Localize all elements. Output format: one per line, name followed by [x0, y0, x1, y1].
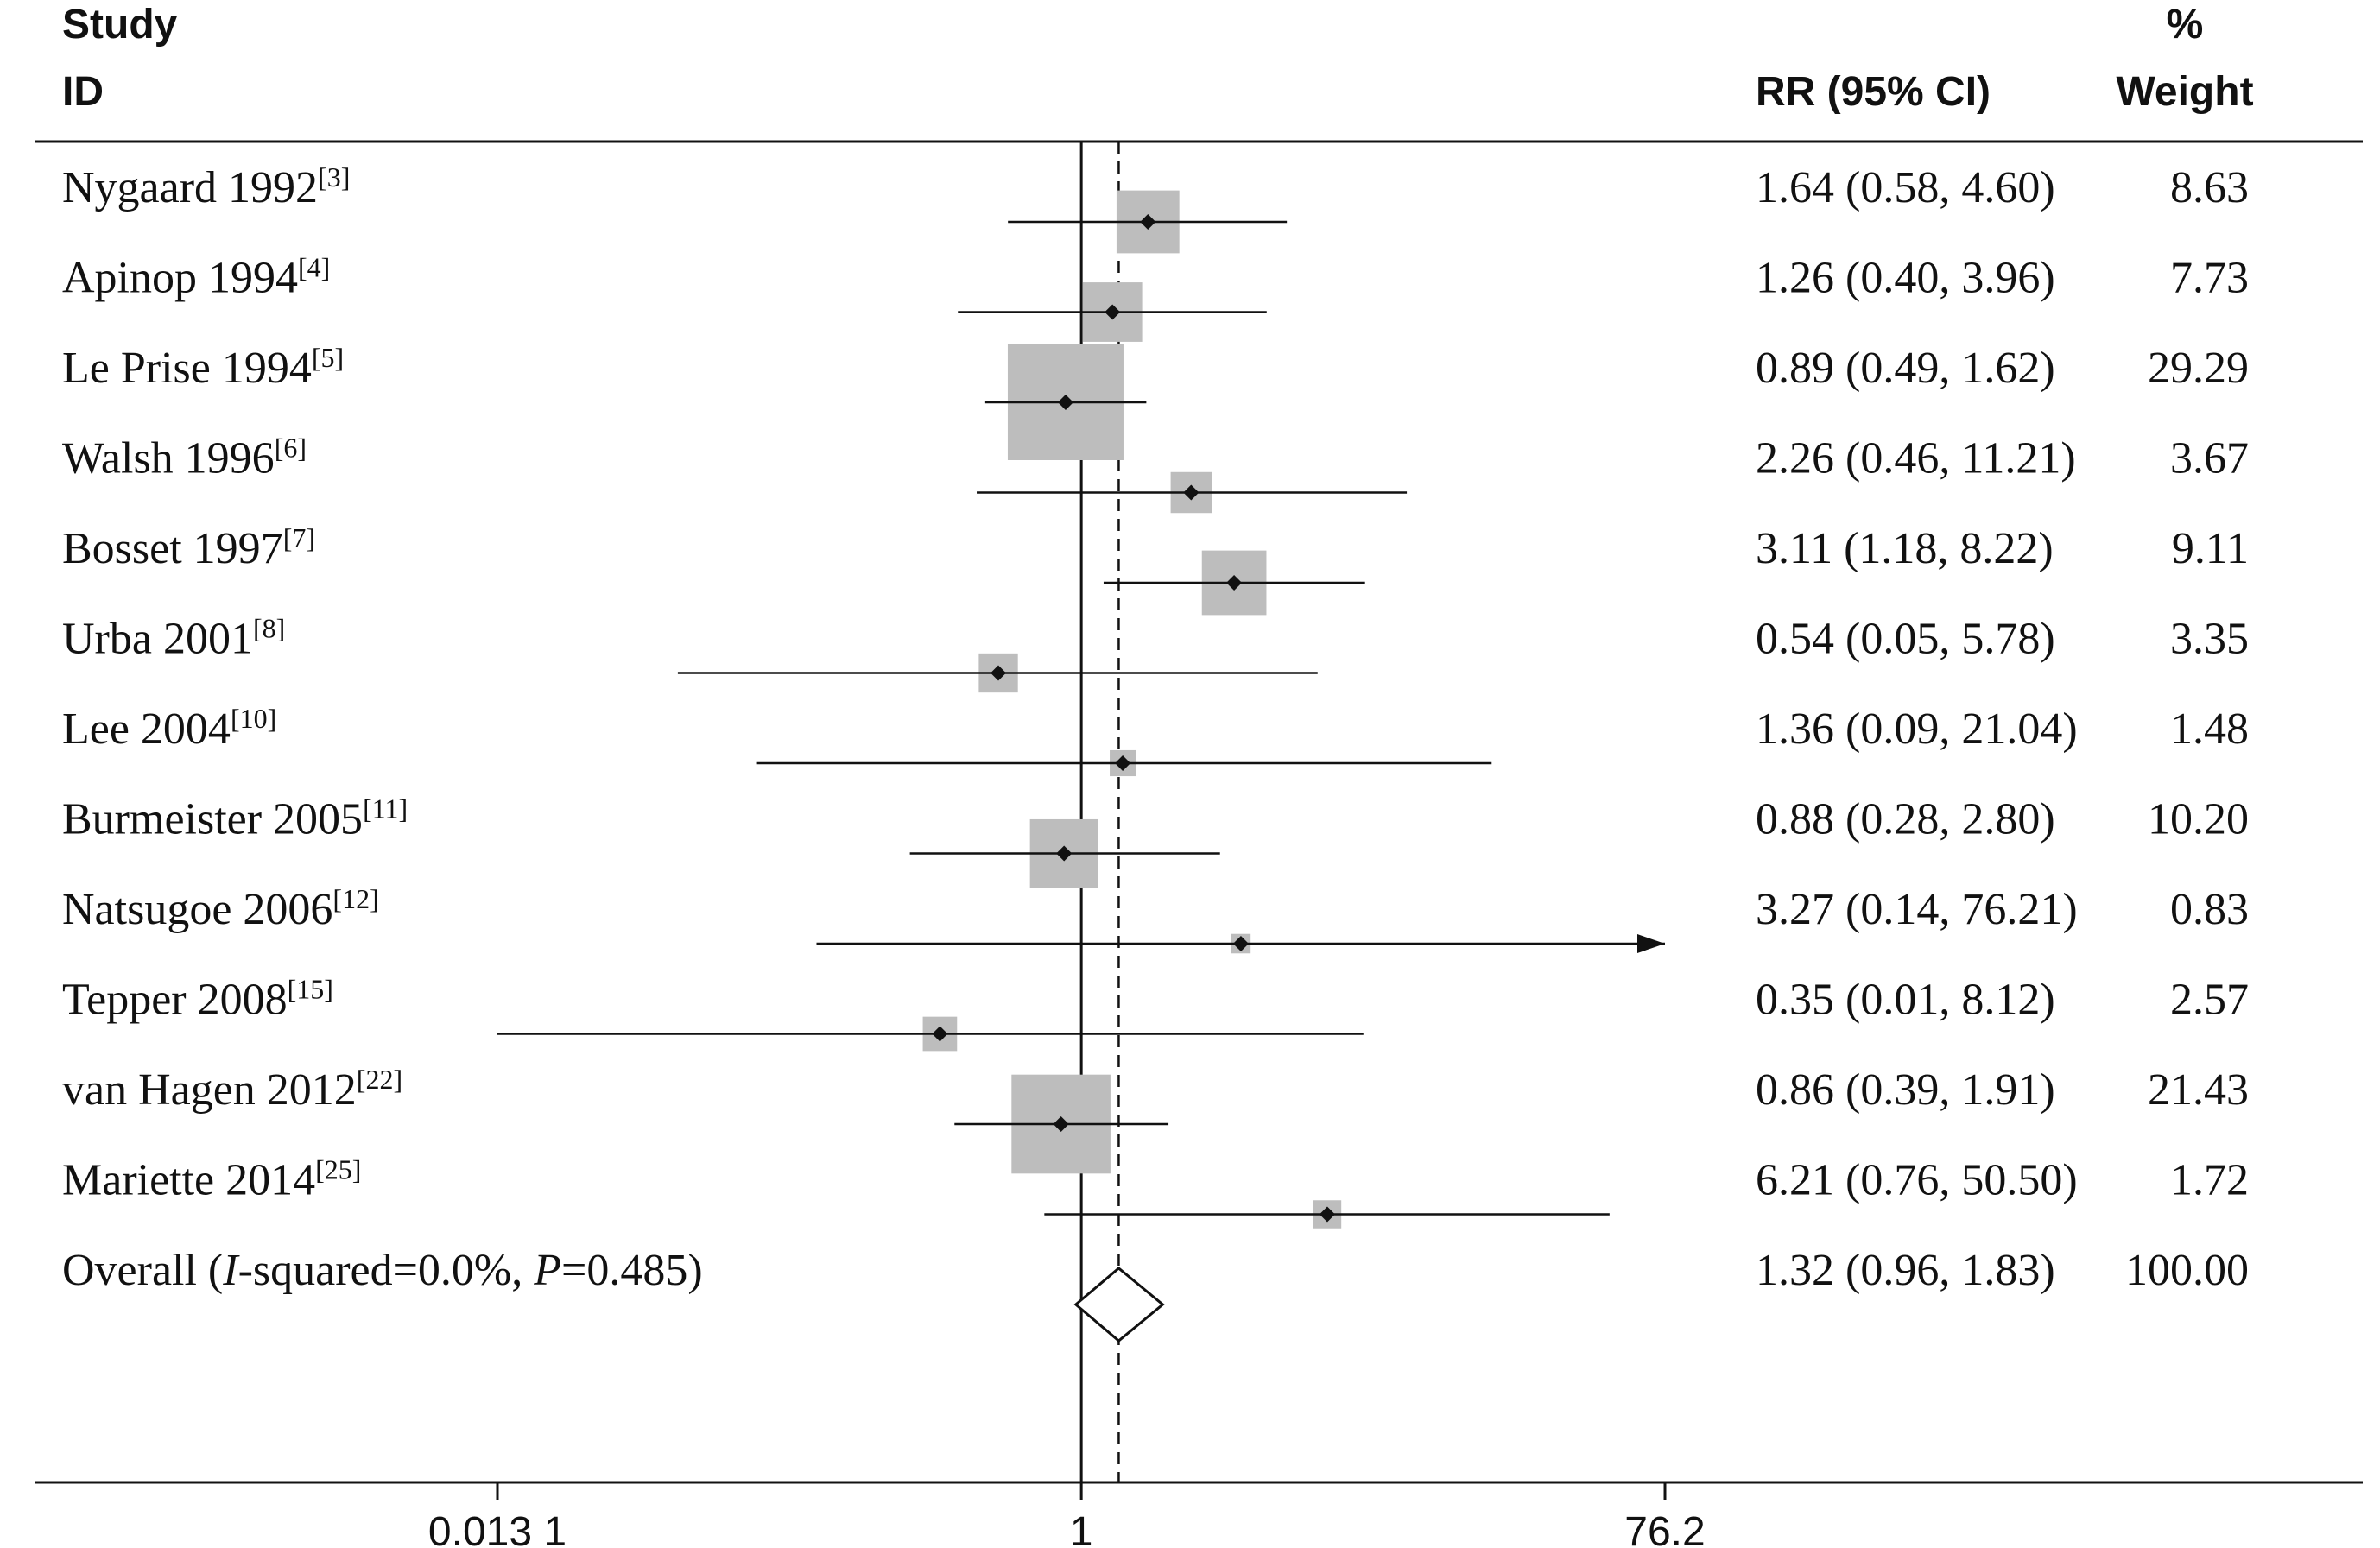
point-estimate [1232, 936, 1249, 951]
study-label: Natsugoe 2006[12] [62, 883, 379, 934]
rr-ci-value: 3.11 (1.18, 8.22) [1756, 524, 2054, 573]
overall-diamond [1073, 1267, 1165, 1343]
reference-superscript: [7] [283, 522, 315, 553]
reference-superscript: [6] [275, 433, 307, 464]
point-estimate [1115, 755, 1131, 771]
x-tick-label: 1 [1070, 1509, 1093, 1548]
weight-value: 7.73 [2170, 254, 2249, 303]
study-rows: Nygaard 1992[3] 1.64 (0.58, 4.60) 8.63 Apin… [62, 161, 2249, 1205]
rr-ci-value: 0.88 (0.28, 2.80) [1756, 795, 2055, 844]
study-label: Le Prise 1994[5] [62, 342, 344, 393]
rr-header: RR (95% CI) [1756, 69, 1991, 115]
italic-symbol: P [533, 1246, 561, 1295]
study-label: Apinop 1994[4] [62, 252, 330, 303]
reference-superscript: [5] [312, 342, 344, 373]
reference-superscript: [12] [332, 883, 378, 914]
study-label: Mariette 2014[25] [62, 1154, 361, 1205]
overall-label-part: =0.485) [561, 1246, 703, 1295]
id-header: ID [62, 69, 104, 115]
study-label: Tepper 2008[15] [62, 974, 333, 1025]
x-tick-label: 0.013 1 [428, 1509, 567, 1548]
weight-value: 2.57 [2170, 976, 2249, 1025]
x-tick-label: 76.2 [1624, 1509, 1705, 1548]
weight-value: 1.48 [2170, 704, 2249, 754]
x-axis-ticks: 0.013 1 1 76.2 [428, 1482, 1706, 1548]
study-label: Walsh 1996[6] [62, 433, 307, 483]
rr-ci-value: 3.27 (0.14, 76.21) [1756, 885, 2078, 934]
reference-superscript: [3] [318, 161, 350, 193]
point-estimate [1319, 1206, 1335, 1223]
study-label: Burmeister 2005[11] [62, 793, 408, 844]
point-estimate [1183, 484, 1199, 501]
rr-ci-value: 1.64 (0.58, 4.60) [1756, 163, 2055, 212]
point-estimate [1057, 395, 1073, 410]
overall-rr-ci-value: 1.32 (0.96, 1.83) [1756, 1246, 2055, 1295]
rr-ci-value: 6.21 (0.76, 50.50) [1756, 1156, 2078, 1205]
point-estimate [1056, 845, 1073, 862]
overall-label-part: Overall ( [62, 1246, 223, 1295]
reference-superscript: [8] [253, 613, 285, 644]
overall-label-part: -squared=0.0%, [238, 1246, 535, 1295]
rr-ci-value: 1.36 (0.09, 21.04) [1756, 704, 2078, 754]
overall-weight-value: 100.00 [2125, 1246, 2249, 1295]
study-label: Urba 2001[8] [62, 613, 285, 664]
weight-value: 10.20 [2148, 795, 2249, 844]
rr-ci-value: 2.26 (0.46, 11.21) [1756, 434, 2076, 483]
rr-ci-value: 0.54 (0.05, 5.78) [1756, 615, 2055, 664]
weight-value: 21.43 [2148, 1065, 2249, 1115]
weight-value: 3.67 [2170, 434, 2249, 483]
weight-value: 29.29 [2148, 344, 2249, 393]
reference-superscript: [4] [298, 252, 330, 283]
weight-value: 8.63 [2170, 163, 2249, 212]
point-estimate [1140, 214, 1156, 230]
weight-header: Weight [2116, 69, 2253, 115]
reference-superscript: [11] [363, 793, 408, 825]
study-label: van Hagen 2012[22] [62, 1064, 402, 1115]
point-estimate [1226, 575, 1243, 591]
study-marks [497, 190, 1665, 1229]
reference-superscript: [22] [357, 1064, 402, 1095]
study-label: Bosset 1997[7] [62, 522, 315, 573]
weight-value: 1.72 [2170, 1156, 2249, 1205]
reference-superscript: [15] [288, 974, 333, 1005]
italic-symbol: I [222, 1246, 240, 1295]
study-label: Lee 2004[10] [62, 703, 276, 754]
rr-ci-value: 0.89 (0.49, 1.62) [1756, 344, 2055, 393]
rr-ci-value: 0.35 (0.01, 8.12) [1756, 976, 2055, 1025]
percent-header: % [2167, 2, 2204, 47]
overall-label: Overall (I-squared=0.0%, P=0.485) [62, 1246, 703, 1295]
study-label: Nygaard 1992[3] [62, 161, 350, 212]
weight-value: 9.11 [2172, 524, 2249, 573]
point-estimate [1053, 1116, 1069, 1132]
overall-row: Overall (I-squared=0.0%, P=0.485) 1.32 (0… [62, 1246, 2249, 1343]
reference-superscript: [10] [231, 703, 276, 734]
rr-ci-value: 0.86 (0.39, 1.91) [1756, 1065, 2055, 1115]
study-header: Study [62, 2, 178, 47]
point-estimate [1105, 304, 1121, 320]
weight-value: 3.35 [2170, 615, 2249, 664]
rr-ci-value: 1.26 (0.40, 3.96) [1756, 254, 2055, 303]
reference-superscript: [25] [315, 1154, 361, 1185]
weight-value: 0.83 [2170, 885, 2249, 934]
point-estimate [932, 1026, 948, 1042]
truncation-arrow [1637, 934, 1665, 953]
point-estimate [991, 665, 1007, 681]
